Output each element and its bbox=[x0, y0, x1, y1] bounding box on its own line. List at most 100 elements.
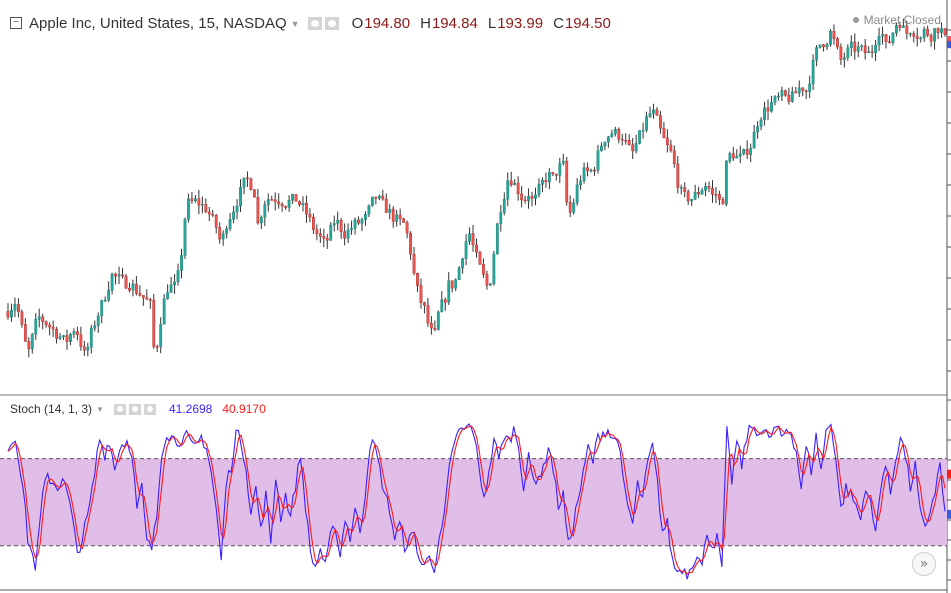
candle-down bbox=[443, 299, 447, 303]
candle-up bbox=[495, 223, 499, 255]
candle-up bbox=[811, 60, 815, 85]
candle-down bbox=[294, 194, 298, 202]
candle-up bbox=[790, 91, 794, 102]
candle-up bbox=[829, 30, 832, 45]
candle-down bbox=[936, 28, 940, 33]
candle-up bbox=[513, 182, 517, 186]
candle-down bbox=[631, 144, 635, 152]
candle-up bbox=[818, 44, 822, 48]
minus-square-icon[interactable]: − bbox=[10, 17, 22, 29]
candle-down bbox=[711, 188, 714, 195]
candle-up bbox=[752, 131, 756, 149]
candle-up bbox=[572, 202, 576, 213]
candle-up bbox=[62, 335, 65, 337]
candle-down bbox=[929, 35, 933, 42]
chevron-down-icon[interactable]: ▼ bbox=[96, 405, 104, 414]
candle-down bbox=[822, 44, 825, 48]
candle-down bbox=[624, 140, 628, 142]
candle-down bbox=[620, 139, 624, 141]
candle-down bbox=[284, 206, 288, 208]
candle-down bbox=[17, 304, 20, 313]
candle-down bbox=[322, 236, 326, 239]
candle-down bbox=[669, 144, 673, 151]
candle-up bbox=[860, 45, 864, 48]
gear-icon[interactable] bbox=[324, 16, 339, 30]
gear-icon[interactable] bbox=[128, 403, 141, 415]
candle-down bbox=[76, 331, 79, 336]
candle-down bbox=[405, 222, 409, 234]
eye-icon[interactable] bbox=[307, 16, 322, 30]
close-value: 194.50 bbox=[564, 14, 611, 32]
candle-down bbox=[672, 150, 676, 164]
candle-up bbox=[704, 186, 707, 191]
close-label: C bbox=[553, 14, 564, 32]
candle-down bbox=[509, 180, 513, 186]
chevron-down-icon[interactable]: ▼ bbox=[290, 19, 300, 29]
candle-down bbox=[801, 87, 805, 91]
candle-up bbox=[645, 116, 648, 131]
candle-up bbox=[301, 203, 305, 205]
candle-up bbox=[291, 194, 294, 201]
candle-down bbox=[419, 285, 423, 303]
candle-up bbox=[169, 284, 173, 293]
candle-down bbox=[135, 283, 138, 294]
candle-up bbox=[440, 299, 444, 313]
candle-down bbox=[870, 51, 874, 53]
candle-up bbox=[336, 219, 340, 224]
candle-down bbox=[551, 172, 555, 175]
candle-up bbox=[34, 319, 38, 335]
stochastic-title[interactable]: Stoch (14, 1, 3) bbox=[10, 402, 93, 416]
candle-down bbox=[915, 36, 919, 39]
candle-up bbox=[724, 160, 728, 205]
candle-up bbox=[867, 51, 871, 54]
candle-up bbox=[364, 214, 367, 220]
candle-down bbox=[471, 233, 475, 246]
candle-down bbox=[23, 324, 27, 342]
candle-up bbox=[561, 160, 565, 164]
candle-down bbox=[804, 90, 808, 92]
candle-down bbox=[898, 25, 902, 28]
candle-down bbox=[141, 295, 145, 298]
candle-up bbox=[176, 270, 180, 283]
eye-icon[interactable] bbox=[113, 403, 126, 415]
close-icon[interactable] bbox=[143, 403, 156, 415]
stoch-k-line bbox=[7, 423, 946, 580]
candle-down bbox=[416, 273, 419, 286]
stochastic-pane bbox=[0, 399, 951, 581]
candle-down bbox=[475, 244, 478, 253]
candle-up bbox=[700, 190, 704, 195]
candle-up bbox=[353, 219, 357, 229]
low-label: L bbox=[487, 14, 497, 32]
candle-down bbox=[402, 218, 406, 223]
candle-up bbox=[589, 169, 593, 172]
candle-down bbox=[884, 34, 888, 42]
candle-down bbox=[190, 198, 194, 202]
candle-up bbox=[881, 34, 884, 37]
open-label: O bbox=[351, 14, 364, 32]
candle-down bbox=[433, 327, 437, 330]
candle-down bbox=[311, 216, 315, 230]
candle-down bbox=[44, 321, 48, 326]
candle-down bbox=[478, 251, 482, 265]
candle-up bbox=[13, 304, 17, 311]
candle-up bbox=[360, 219, 364, 224]
candle-up bbox=[287, 200, 291, 208]
candle-up bbox=[728, 153, 732, 162]
double-chevron-right-icon[interactable]: » bbox=[912, 552, 936, 576]
candle-down bbox=[423, 302, 426, 306]
candle-down bbox=[554, 173, 558, 176]
symbol-title[interactable]: Apple Inc, United States, 15, NASDAQ bbox=[29, 14, 287, 32]
stoch-k-marker bbox=[947, 509, 951, 519]
symbol-legend: − Apple Inc, United States, 15, NASDAQ ▼… bbox=[10, 12, 611, 34]
candle-up bbox=[332, 223, 336, 226]
candle-up bbox=[30, 333, 34, 350]
candle-up bbox=[370, 196, 374, 206]
candle-down bbox=[627, 140, 631, 145]
candle-up bbox=[100, 300, 104, 317]
candle-up bbox=[842, 57, 846, 60]
candle-down bbox=[943, 28, 947, 35]
candle-down bbox=[152, 299, 156, 347]
